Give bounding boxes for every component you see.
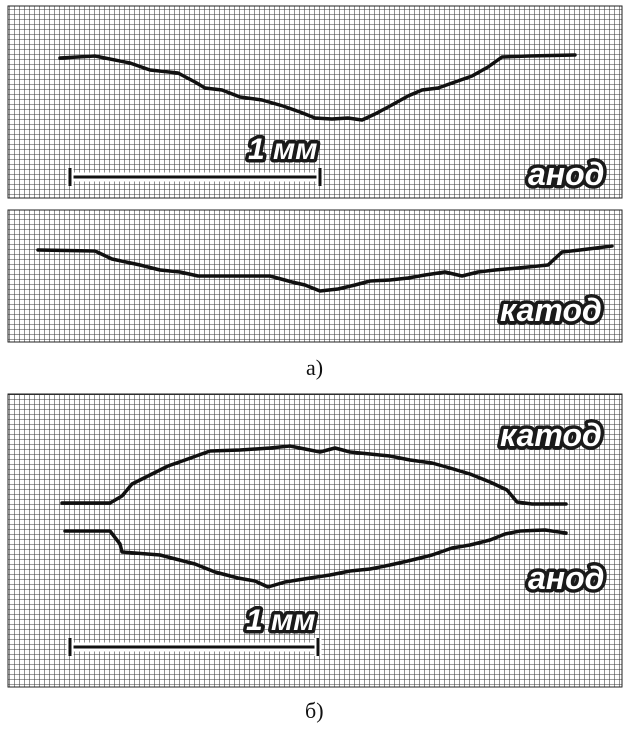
scale-bar-label: 1 мм [246,604,315,637]
anode-label: анод [528,156,604,192]
anode-label: анод [528,560,604,596]
grid-panel-anode: 1 мм анод [7,5,623,199]
grid-panel-combined: 1 мм катод анод [7,393,623,688]
cathode-profile-line [36,244,614,293]
caption-a: а) [306,355,324,380]
cathode-label: катод [500,292,602,328]
cathode-profile-line [60,444,568,506]
grid-panel-cathode: катод [7,209,623,343]
anode-profile-line [58,53,577,122]
anode-profile-line [63,528,568,589]
scale-bar [66,168,324,186]
caption-b: б) [305,698,324,723]
cathode-label: катод [500,417,602,453]
scale-bar-label: 1 мм [248,133,317,166]
scale-bar [66,638,322,656]
